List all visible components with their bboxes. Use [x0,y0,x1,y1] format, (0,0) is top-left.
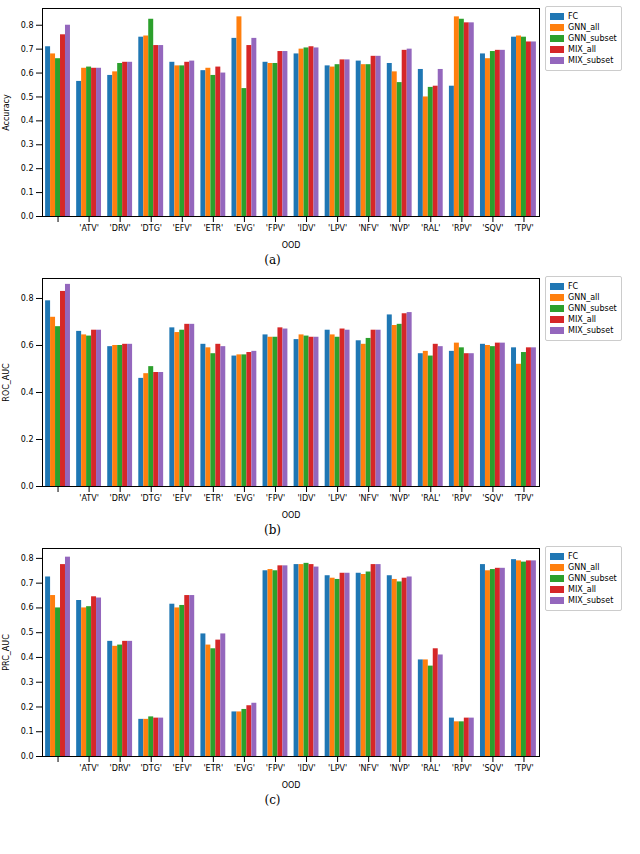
svg-text:'EVG': 'EVG' [234,224,255,233]
svg-text:0.5: 0.5 [21,628,34,637]
svg-text:0.0: 0.0 [21,752,34,761]
svg-text:0.2: 0.2 [21,435,34,444]
svg-text:'FPV': 'FPV' [266,764,285,773]
svg-text:'NFV': 'NFV' [358,224,378,233]
svg-text:'ETR': 'ETR' [203,224,223,233]
svg-text:'NVP': 'NVP' [389,764,410,773]
svg-text:0.3: 0.3 [21,678,34,687]
html-text:MIX_subset: MIX_subset [568,326,614,335]
svg-text:0.8: 0.8 [21,294,34,303]
svg-text:'ETR': 'ETR' [203,494,223,503]
html-text:MIX_subset: MIX_subset [568,56,614,65]
svg-text:0.2: 0.2 [21,703,34,712]
html-text:GNN_all: GNN_all [568,23,600,32]
svg-text:'IDV': 'IDV' [297,224,315,233]
html-text:MIX_all: MIX_all [568,585,597,594]
svg-text:0.7: 0.7 [21,45,34,54]
svg-text:0.1: 0.1 [21,727,34,736]
html-text:(b): (b) [264,523,281,537]
svg-text:'TPV': 'TPV' [514,764,534,773]
svg-text:'DTG': 'DTG' [140,224,162,233]
svg-text:'DRV': 'DRV' [110,494,131,503]
svg-text:'TPV': 'TPV' [514,224,534,233]
svg-text:'RPV': 'RPV' [452,224,472,233]
svg-text:'ATV': 'ATV' [79,224,99,233]
html-text:MIX_all: MIX_all [568,45,597,54]
svg-text:0.7: 0.7 [21,579,34,588]
html-text:FC: FC [568,282,579,291]
svg-text:'SQV': 'SQV' [482,224,503,233]
html-text:GNN_subset: GNN_subset [568,304,617,313]
html-text:GNN_all: GNN_all [568,293,600,302]
svg-text:ROC_AUC: ROC_AUC [2,363,11,402]
svg-text:'TPV': 'TPV' [514,494,534,503]
svg-text:'NVP': 'NVP' [389,224,410,233]
svg-text:'DTG': 'DTG' [140,764,162,773]
svg-text:'IDV': 'IDV' [297,494,315,503]
svg-text:0.8: 0.8 [21,554,34,563]
svg-text:'FPV': 'FPV' [266,224,285,233]
html-text:MIX_subset: MIX_subset [568,596,614,605]
html-text:GNN_all: GNN_all [568,563,600,572]
svg-text:'NVP': 'NVP' [389,494,410,503]
html-text:FC: FC [568,12,579,21]
html-text:MIX_all: MIX_all [568,315,597,324]
svg-text:0.4: 0.4 [21,388,34,397]
svg-text:0.0: 0.0 [21,482,34,491]
svg-text:'SQV': 'SQV' [482,764,503,773]
svg-text:0.6: 0.6 [21,341,34,350]
svg-text:'FPV': 'FPV' [266,494,285,503]
svg-text:'LPV': 'LPV' [328,764,347,773]
svg-text:0.0: 0.0 [21,212,34,221]
svg-text:'LPV': 'LPV' [328,494,347,503]
svg-text:'DTG': 'DTG' [140,494,162,503]
svg-text:'ATV': 'ATV' [79,494,99,503]
svg-text:0.4: 0.4 [21,116,34,125]
html-text:FC: FC [568,552,579,561]
svg-text:0.1: 0.1 [21,188,34,197]
svg-text:'RAL': 'RAL' [421,494,441,503]
svg-text:OOD: OOD [282,241,301,250]
svg-text:'EFV': 'EFV' [173,224,193,233]
svg-text:'ETR': 'ETR' [203,764,223,773]
svg-text:'EVG': 'EVG' [234,494,255,503]
svg-text:'RPV': 'RPV' [452,494,472,503]
svg-text:PRC_AUC: PRC_AUC [2,634,11,671]
html-text:GNN_subset: GNN_subset [568,34,617,43]
svg-text:'IDV': 'IDV' [297,764,315,773]
svg-text:0.8: 0.8 [21,21,34,30]
html-text:(c): (c) [264,793,281,807]
svg-text:0.4: 0.4 [21,653,34,662]
svg-text:0.5: 0.5 [21,93,34,102]
html-text:(a): (a) [264,253,281,267]
svg-text:'LPV': 'LPV' [328,224,347,233]
svg-text:'RAL': 'RAL' [421,764,441,773]
svg-text:'NFV': 'NFV' [358,494,378,503]
svg-text:'EFV': 'EFV' [173,494,193,503]
svg-text:0.6: 0.6 [21,69,34,78]
svg-text:'RPV': 'RPV' [452,764,472,773]
svg-text:'SQV': 'SQV' [482,494,503,503]
svg-text:0.3: 0.3 [21,140,34,149]
svg-text:0.6: 0.6 [21,603,34,612]
svg-text:'DRV': 'DRV' [110,224,131,233]
svg-text:0.2: 0.2 [21,164,34,173]
svg-text:OOD: OOD [282,511,301,520]
svg-text:Accuracy: Accuracy [2,94,11,131]
svg-text:'DRV': 'DRV' [110,764,131,773]
svg-text:'NFV': 'NFV' [358,764,378,773]
svg-text:'ATV': 'ATV' [79,764,99,773]
svg-text:'EVG': 'EVG' [234,764,255,773]
svg-text:'RAL': 'RAL' [421,224,441,233]
svg-text:'EFV': 'EFV' [173,764,193,773]
svg-text:OOD: OOD [282,781,301,790]
html-text:GNN_subset: GNN_subset [568,574,617,583]
